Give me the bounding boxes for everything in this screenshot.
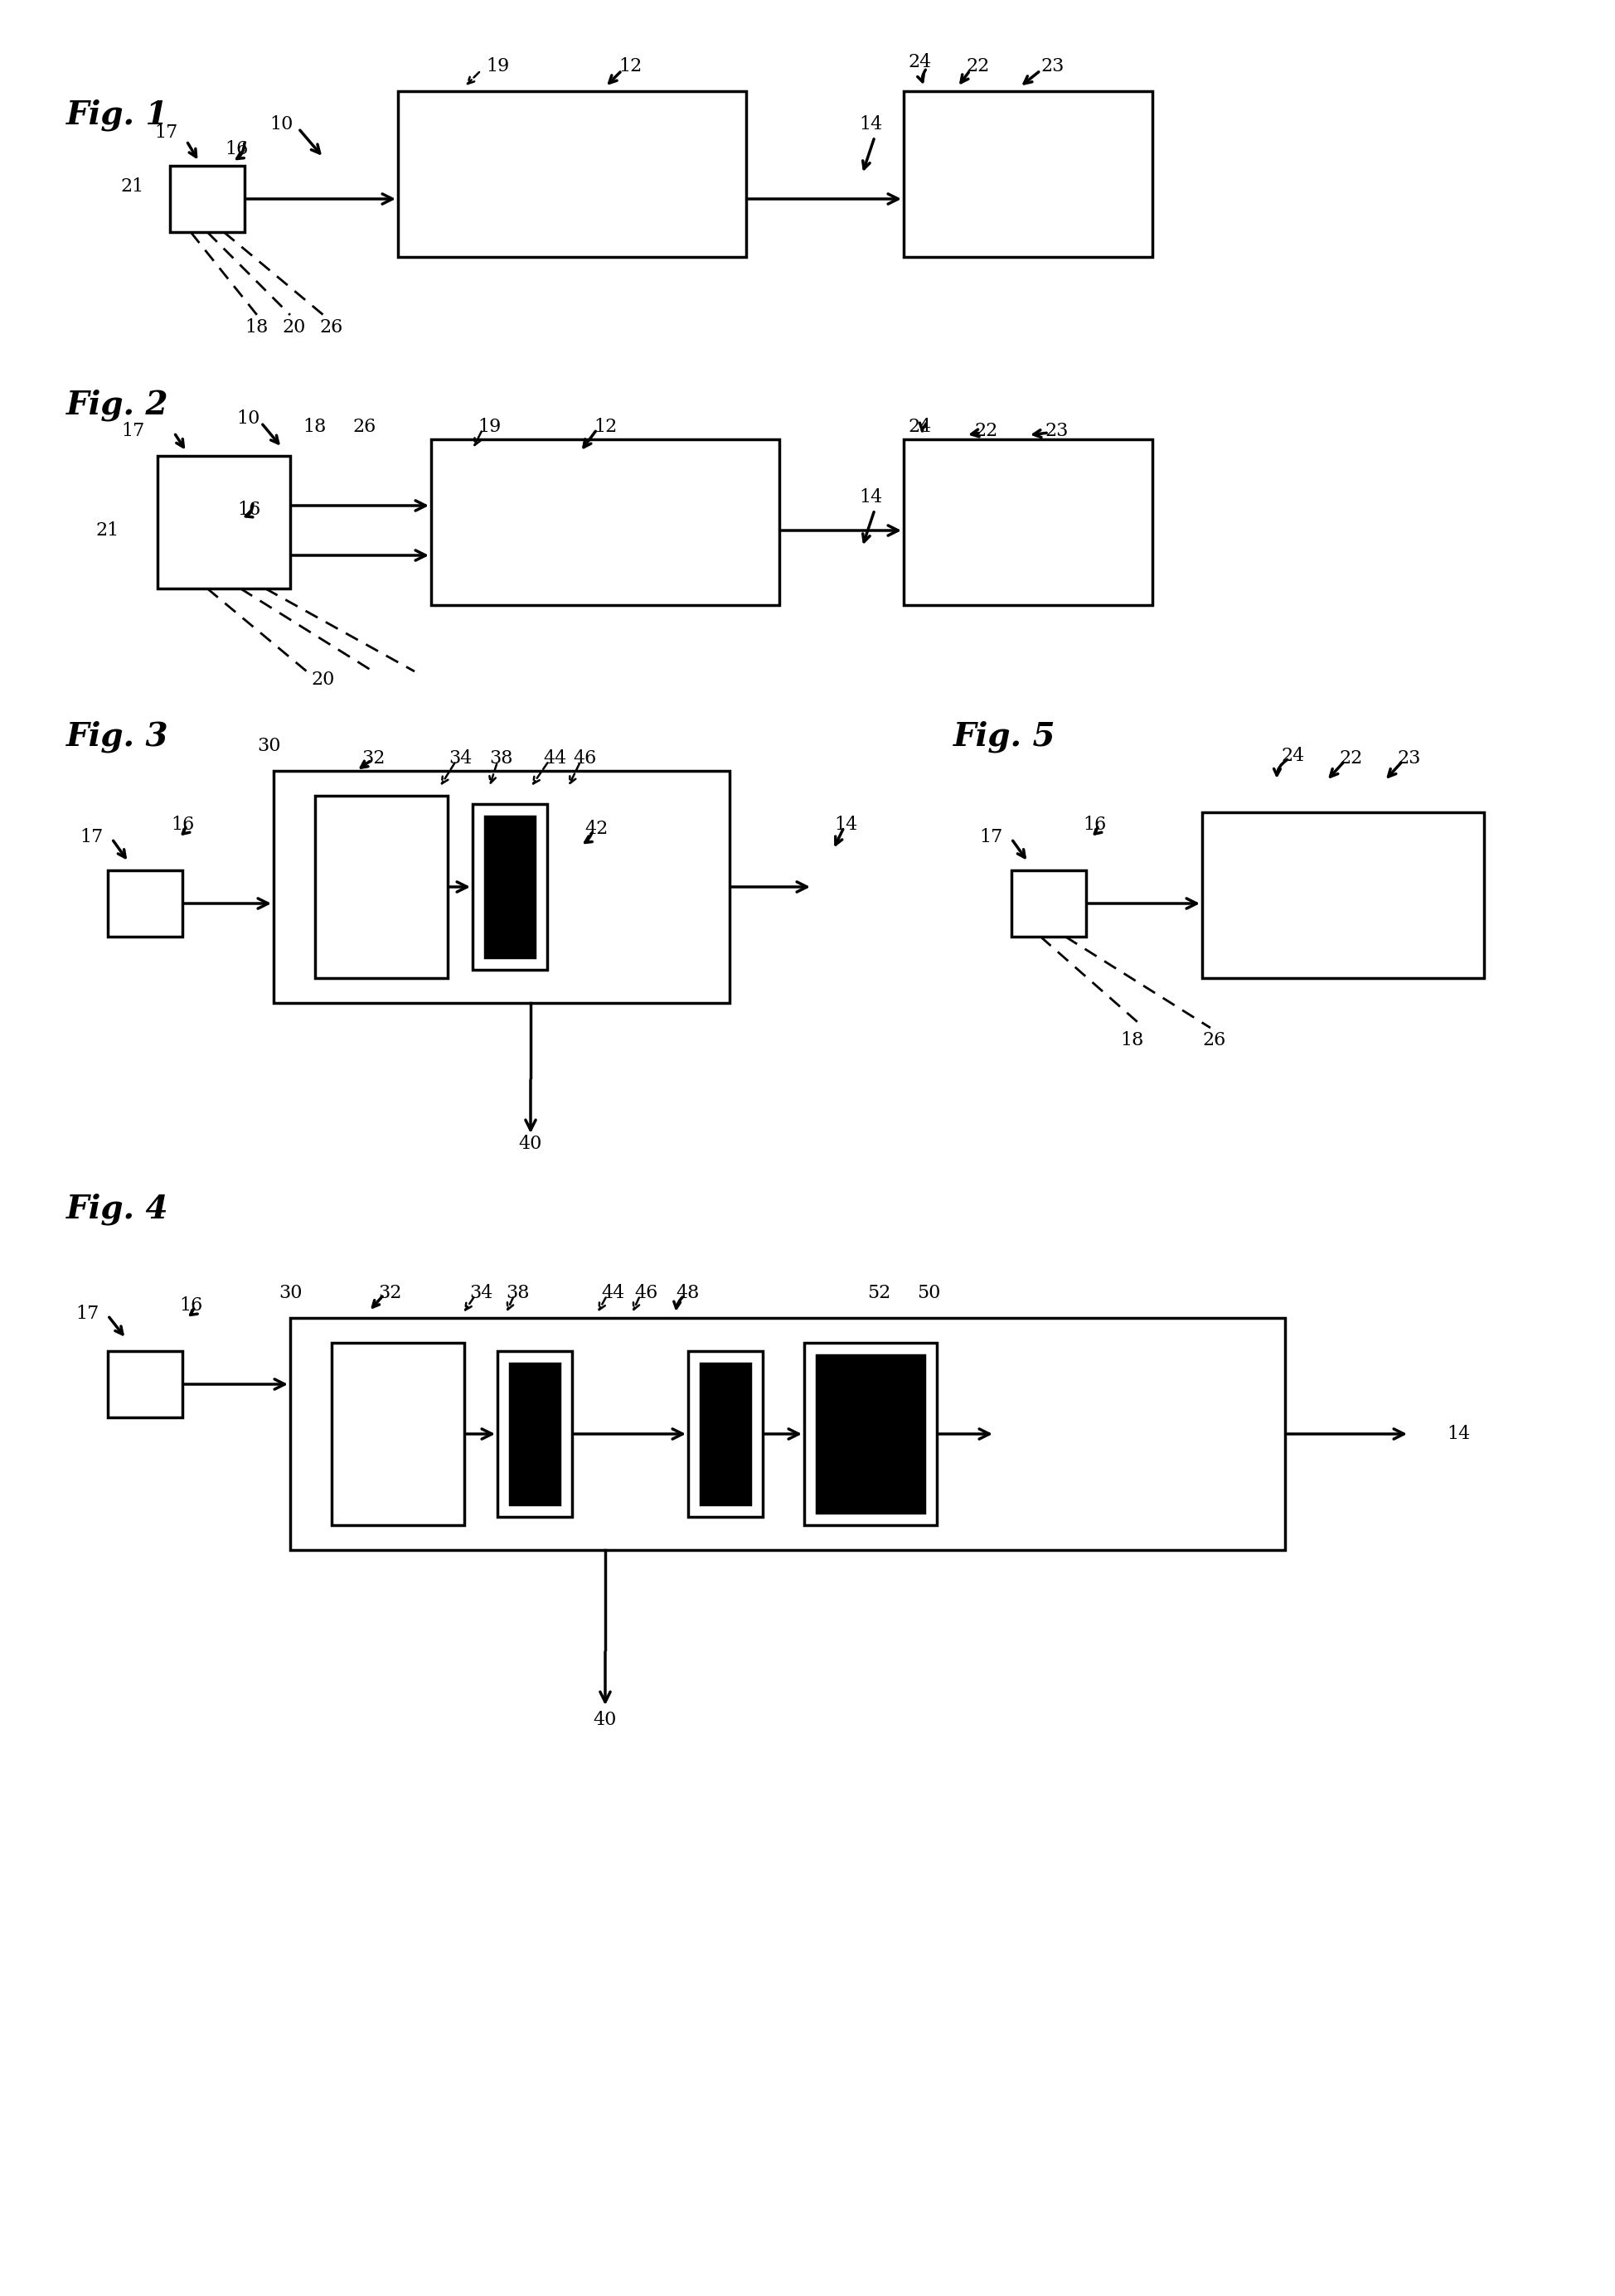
Text: 17: 17 [153, 124, 178, 142]
Text: 23: 23 [1042, 57, 1064, 76]
Text: Fig. 2: Fig. 2 [66, 390, 168, 422]
Text: 14: 14 [859, 489, 882, 507]
Text: 16: 16 [224, 140, 249, 158]
Text: 38: 38 [489, 748, 514, 767]
Bar [273, 771, 730, 1003]
Text: 34: 34 [468, 1283, 493, 1302]
Bar [331, 1343, 464, 1525]
Text: 42: 42 [585, 820, 609, 838]
Text: 10: 10 [270, 115, 294, 133]
Text: 21: 21 [121, 177, 144, 195]
Bar [904, 439, 1153, 606]
Text: 40: 40 [518, 1134, 543, 1153]
Text: 48: 48 [677, 1283, 699, 1302]
Text: 32: 32 [362, 748, 384, 767]
Text: 18: 18 [245, 319, 268, 338]
Bar [170, 165, 244, 232]
Text: 17: 17 [76, 1304, 99, 1322]
Bar [1011, 870, 1085, 937]
Bar [497, 1350, 572, 1518]
Text: 40: 40 [593, 1711, 617, 1729]
Bar [1202, 813, 1484, 978]
Bar [108, 870, 182, 937]
Text: 20: 20 [283, 319, 307, 338]
Text: 23: 23 [1045, 422, 1069, 441]
Text: 16: 16 [171, 815, 194, 833]
Bar [904, 92, 1153, 257]
Text: 32: 32 [378, 1283, 402, 1302]
Text: 17: 17 [979, 829, 1003, 847]
Text: 46: 46 [573, 748, 596, 767]
Text: 18: 18 [1119, 1031, 1143, 1049]
Text: 17: 17 [79, 829, 103, 847]
Text: 52: 52 [867, 1283, 890, 1302]
Text: 23: 23 [1397, 748, 1421, 767]
Bar [431, 439, 780, 606]
Bar [315, 797, 447, 978]
Text: 44: 44 [544, 748, 567, 767]
Text: 34: 34 [449, 748, 472, 767]
Text: 19: 19 [486, 57, 509, 76]
Text: 14: 14 [1447, 1426, 1470, 1444]
Text: 26: 26 [320, 319, 344, 338]
Text: 24: 24 [909, 53, 932, 71]
Text: 22: 22 [975, 422, 998, 441]
Text: 22: 22 [1340, 748, 1363, 767]
Bar [108, 1350, 182, 1417]
Bar [510, 1364, 560, 1504]
Bar [397, 92, 746, 257]
Text: 22: 22 [966, 57, 990, 76]
Text: 10: 10 [237, 409, 260, 427]
Text: Fig. 4: Fig. 4 [66, 1194, 168, 1226]
Text: 14: 14 [833, 815, 858, 833]
Bar [701, 1364, 751, 1504]
Text: 16: 16 [237, 501, 260, 519]
Text: 38: 38 [507, 1283, 530, 1302]
Text: 21: 21 [95, 521, 120, 540]
Text: 24: 24 [1282, 746, 1305, 765]
Text: Fig. 3: Fig. 3 [66, 721, 168, 753]
Text: 19: 19 [478, 418, 501, 436]
Text: 24: 24 [909, 418, 932, 436]
Text: Fig. 1: Fig. 1 [66, 99, 168, 131]
Text: 17: 17 [121, 422, 144, 441]
Bar [158, 457, 291, 588]
Text: 16: 16 [1082, 815, 1106, 833]
Text: 26: 26 [1203, 1031, 1226, 1049]
Text: 20: 20 [312, 670, 334, 689]
Bar [817, 1355, 924, 1513]
Bar [688, 1350, 762, 1518]
Text: 12: 12 [619, 57, 641, 76]
Bar [484, 817, 535, 957]
Bar [291, 1318, 1286, 1550]
Text: 30: 30 [278, 1283, 302, 1302]
Text: 18: 18 [304, 418, 326, 436]
Text: 46: 46 [635, 1283, 659, 1302]
Text: 30: 30 [258, 737, 281, 755]
Bar [804, 1343, 937, 1525]
Text: 14: 14 [859, 115, 882, 133]
Text: 16: 16 [179, 1297, 202, 1316]
Text: 50: 50 [917, 1283, 940, 1302]
Bar [473, 804, 547, 969]
Text: 12: 12 [593, 418, 617, 436]
Text: Fig. 5: Fig. 5 [953, 721, 1056, 753]
Text: 26: 26 [354, 418, 376, 436]
Text: 44: 44 [602, 1283, 625, 1302]
